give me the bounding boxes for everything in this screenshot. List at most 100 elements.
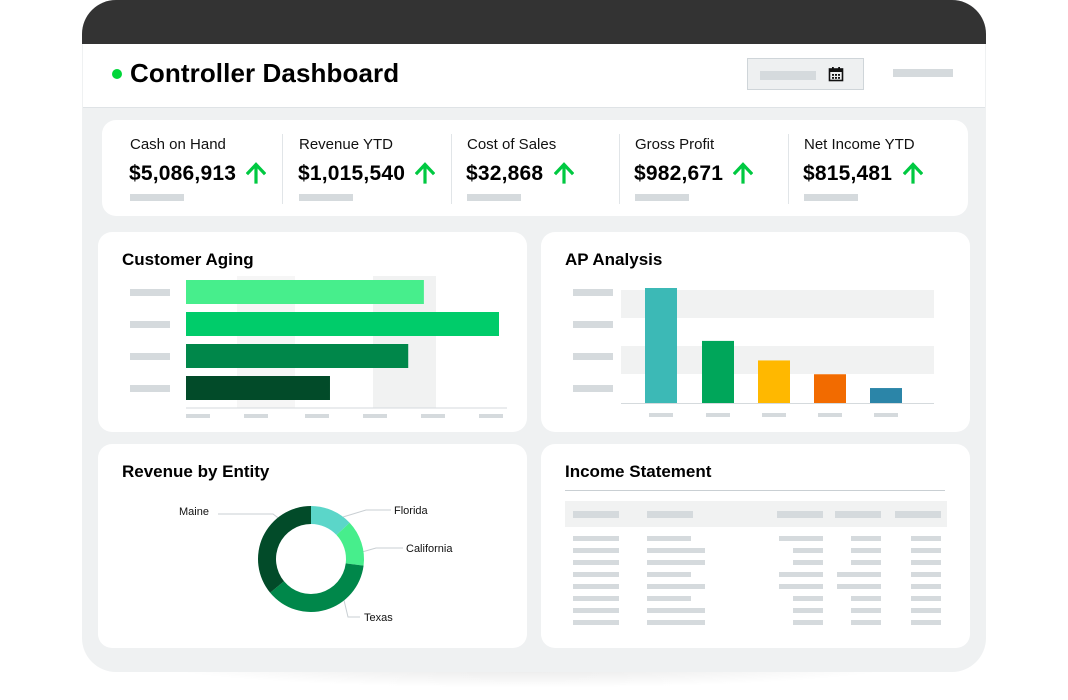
cell-placeholder (573, 584, 619, 589)
leader-line-maine (218, 513, 282, 521)
leader-line-california (361, 547, 403, 553)
cell-placeholder (911, 548, 941, 553)
kpi-divider (282, 134, 283, 204)
x-tick-label-placeholder (706, 413, 730, 417)
cell-placeholder (647, 584, 705, 589)
cell-placeholder (837, 584, 881, 589)
calendar-icon (828, 67, 844, 82)
ap-bar[interactable] (702, 340, 734, 403)
y-tick-label-placeholder (130, 353, 170, 360)
kpi-value: $815,481 (803, 162, 893, 185)
customer-aging-chart (130, 276, 507, 418)
arrow-up-icon (733, 162, 753, 184)
cell-placeholder (573, 608, 619, 613)
aging-bar[interactable] (186, 312, 499, 336)
cell-placeholder (573, 620, 619, 625)
ap-bar[interactable] (870, 388, 902, 403)
ap-bar[interactable] (645, 288, 677, 403)
card-title: AP Analysis (565, 250, 663, 269)
cell-placeholder (911, 572, 941, 577)
revenue-by-entity-chart: Maine Florida California Texas (179, 505, 453, 624)
y-tick-label-placeholder (573, 289, 613, 296)
cell-placeholder (793, 548, 823, 553)
kpi-label: Revenue YTD (299, 136, 393, 153)
kpi-value: $1,015,540 (298, 162, 406, 185)
y-tick-label-placeholder (130, 289, 170, 296)
leader-line-texas (342, 595, 360, 618)
cell-placeholder (911, 536, 941, 541)
cell-placeholder (779, 572, 823, 577)
column-header-placeholder (573, 511, 619, 518)
card-title: Revenue by Entity (122, 462, 270, 481)
cell-placeholder (911, 560, 941, 565)
window-top-bar (82, 0, 986, 44)
column-header-placeholder (777, 511, 823, 518)
x-tick-label-placeholder (421, 414, 445, 418)
cell-placeholder (573, 548, 619, 553)
column-header-placeholder (835, 511, 881, 518)
cell-placeholder (911, 596, 941, 601)
x-tick-label-placeholder (649, 413, 673, 417)
card-title: Customer Aging (122, 250, 254, 269)
table-header-row (565, 501, 947, 527)
cell-placeholder (851, 620, 881, 625)
donut-slice[interactable] (258, 506, 311, 593)
device-frame: Controller Dashboard Cash on Hand $5,086… (82, 0, 986, 672)
cell-placeholder (911, 608, 941, 613)
cell-placeholder (647, 560, 705, 565)
kpi-label: Net Income YTD (804, 136, 915, 153)
x-tick-label-placeholder (186, 414, 210, 418)
cell-placeholder (793, 560, 823, 565)
aging-bar[interactable] (186, 280, 424, 304)
y-tick-label-placeholder (130, 321, 170, 328)
cell-placeholder (573, 572, 619, 577)
y-tick-label-placeholder (573, 385, 613, 392)
cell-placeholder (793, 596, 823, 601)
x-tick-label-placeholder (305, 414, 329, 418)
kpi-value: $982,671 (634, 162, 724, 185)
ap-analysis-chart (573, 288, 934, 417)
page-title: Controller Dashboard (130, 58, 400, 88)
header-menu-placeholder[interactable] (893, 69, 953, 77)
cell-placeholder (647, 572, 691, 577)
card-title: Income Statement (565, 462, 712, 481)
title-divider (565, 490, 945, 491)
kpi-label: Cash on Hand (130, 136, 226, 153)
donut-slice[interactable] (270, 563, 364, 612)
customer-aging-card: Customer Aging (98, 232, 527, 432)
page-header: Controller Dashboard (83, 44, 985, 108)
cell-placeholder (573, 596, 619, 601)
kpi-divider (619, 134, 620, 204)
slice-label-texas: Texas (364, 612, 393, 624)
slice-label-florida: Florida (394, 505, 429, 517)
cell-placeholder (837, 572, 881, 577)
ap-analysis-card: AP Analysis (541, 232, 970, 432)
aging-bar[interactable] (186, 376, 330, 400)
cell-placeholder (647, 536, 691, 541)
cell-placeholder (851, 560, 881, 565)
donut-slice[interactable] (336, 522, 364, 566)
kpi-divider (788, 134, 789, 204)
arrow-up-icon (554, 162, 574, 184)
x-tick-label-placeholder (244, 414, 268, 418)
ap-bar[interactable] (758, 360, 790, 403)
cell-placeholder (851, 536, 881, 541)
arrow-up-icon (246, 162, 266, 184)
cell-placeholder (647, 596, 691, 601)
column-header-placeholder (895, 511, 941, 518)
leader-line-florida (342, 509, 391, 518)
cell-placeholder (573, 560, 619, 565)
status-indicator (112, 69, 122, 79)
ap-bar[interactable] (814, 374, 846, 403)
slice-label-california: California (406, 543, 453, 555)
aging-bar[interactable] (186, 344, 409, 368)
donut-slice[interactable] (311, 506, 350, 536)
date-picker[interactable] (747, 58, 864, 90)
cell-placeholder (851, 596, 881, 601)
kpi-sub-placeholder (299, 194, 353, 201)
kpi-sub-placeholder (130, 194, 184, 201)
cell-placeholder (851, 548, 881, 553)
kpi-strip: Cash on Hand $5,086,913 Revenue YTD $1,0… (102, 120, 968, 216)
kpi-label: Gross Profit (635, 136, 715, 153)
y-tick-label-placeholder (130, 385, 170, 392)
